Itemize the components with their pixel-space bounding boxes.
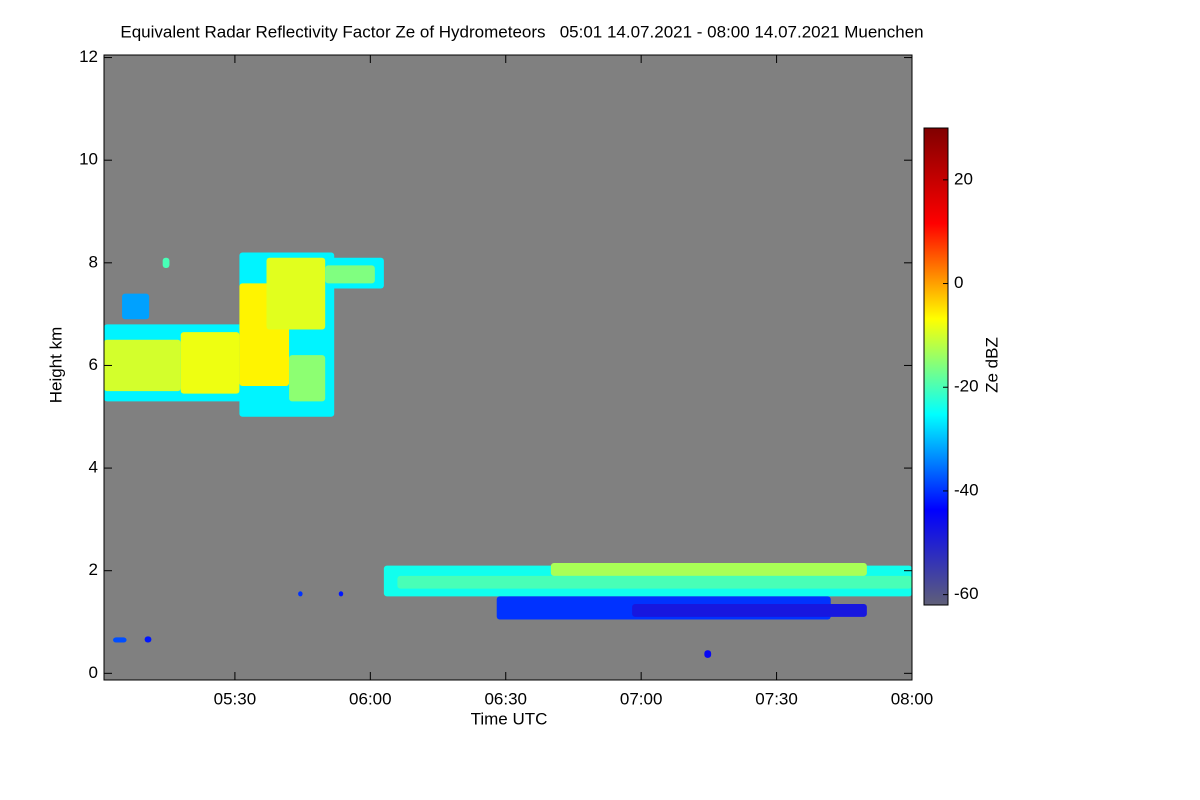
y-tick-label: 0 bbox=[89, 663, 98, 682]
x-tick-label: 05:30 bbox=[214, 689, 257, 708]
x-tick-label: 06:30 bbox=[484, 689, 527, 708]
echo-cell bbox=[632, 604, 867, 617]
colorbar-tick-label: 0 bbox=[954, 273, 963, 292]
plot-frame bbox=[103, 54, 913, 681]
y-tick-label: 10 bbox=[79, 150, 98, 169]
colorbar-tick-label: -60 bbox=[954, 584, 979, 603]
x-tick-label: 07:30 bbox=[755, 689, 798, 708]
echo-cell bbox=[338, 591, 344, 597]
y-tick-label: 2 bbox=[89, 560, 98, 579]
echo-cell bbox=[162, 257, 170, 268]
echo-cell bbox=[704, 650, 712, 658]
colorbar-label: Ze dBZ bbox=[982, 337, 1001, 393]
y-tick-label: 6 bbox=[89, 355, 98, 374]
x-tick-label: 06:00 bbox=[349, 689, 392, 708]
x-tick-label: 07:00 bbox=[620, 689, 663, 708]
colorbar-tick-label: -40 bbox=[954, 480, 979, 499]
echo-cell bbox=[122, 293, 150, 320]
echo-cell bbox=[397, 575, 912, 589]
y-tick-label: 12 bbox=[79, 47, 98, 66]
echo-cell bbox=[180, 332, 240, 394]
echo-cell bbox=[325, 265, 375, 284]
y-tick-label: 8 bbox=[89, 252, 98, 271]
y-tick-label: 4 bbox=[89, 458, 98, 477]
x-axis-label: Time UTC bbox=[471, 709, 548, 728]
colorbar-tick-label: -20 bbox=[954, 377, 979, 396]
echo-cell bbox=[113, 637, 127, 643]
chart-title: Equivalent Radar Reflectivity Factor Ze … bbox=[120, 22, 923, 41]
echo-cell bbox=[144, 636, 152, 643]
x-tick-label: 08:00 bbox=[891, 689, 934, 708]
y-axis-label: Height km bbox=[46, 327, 65, 404]
echo-cell bbox=[289, 355, 326, 402]
echo-cell bbox=[550, 563, 867, 576]
colorbar-tick-label: 20 bbox=[954, 169, 973, 188]
echo-cell bbox=[266, 257, 326, 330]
echo-cell bbox=[298, 591, 303, 597]
colorbar bbox=[923, 127, 949, 606]
echo-cell bbox=[104, 339, 181, 392]
